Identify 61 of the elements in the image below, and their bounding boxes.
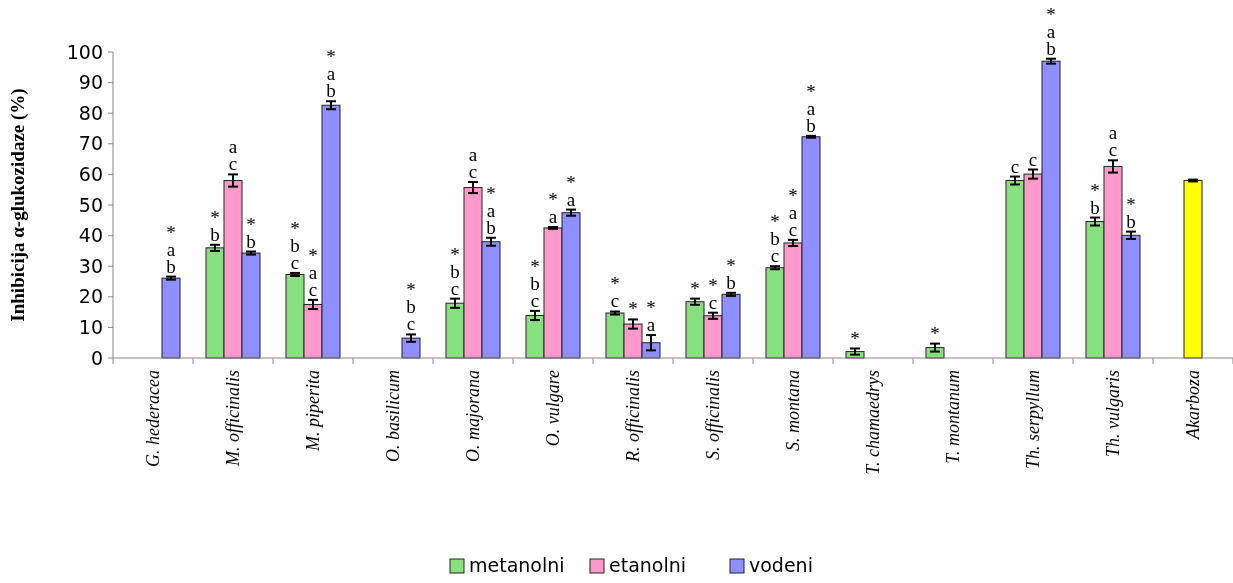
- x-tick-label: S. montana: [783, 370, 803, 451]
- data-label: * a b: [326, 46, 336, 102]
- data-label: * a: [548, 189, 558, 228]
- y-axis-title: Inhibicija α-glukozidaze (%): [7, 88, 29, 322]
- y-tick-label: 90: [78, 71, 103, 94]
- data-label: c: [1010, 155, 1020, 177]
- x-tick-label: Th. serpyllum: [1023, 370, 1043, 469]
- data-label: * b c: [530, 255, 540, 311]
- y-tick-label: 40: [78, 224, 103, 247]
- data-label: * b c: [450, 243, 460, 299]
- data-label: * a c: [308, 244, 318, 300]
- x-tick-label: T. montanum: [943, 370, 963, 464]
- data-label: * b c: [406, 279, 416, 335]
- y-tick-label: 0: [90, 346, 103, 369]
- data-label: a c: [228, 136, 238, 175]
- x-tick-label: M. officinalis: [223, 370, 243, 467]
- data-label: a c: [468, 144, 478, 183]
- y-tick-label: 30: [78, 254, 103, 277]
- x-tick-label: S. officinalis: [703, 370, 723, 460]
- legend-label: vodeni: [749, 554, 813, 576]
- data-label: * a b: [166, 221, 176, 277]
- y-tick-label: 80: [78, 101, 103, 124]
- data-label: * b: [246, 213, 256, 252]
- data-label: * b: [1126, 193, 1136, 232]
- data-label: *: [628, 298, 638, 320]
- data-label: c: [1028, 148, 1038, 170]
- data-label: * a b: [486, 182, 496, 238]
- data-label: * a c: [788, 184, 798, 240]
- legend-label: metanolni: [469, 554, 565, 576]
- data-label: *: [690, 277, 700, 299]
- data-label: * c: [610, 273, 620, 312]
- x-tick-label: O. majorana: [463, 370, 483, 463]
- y-tick-label: 100: [66, 40, 103, 63]
- y-tick-label: 70: [78, 132, 103, 155]
- data-label: * b c: [290, 217, 300, 273]
- legend-label: etanolni: [609, 554, 687, 576]
- bar: [161, 277, 181, 359]
- x-tick-label: M. piperita: [303, 370, 323, 452]
- x-tick-label: O. basilicum: [383, 370, 403, 462]
- bar: [401, 337, 421, 359]
- bar: [1183, 180, 1203, 359]
- x-tick-label: G. hederacea: [143, 370, 163, 467]
- y-tick-label: 50: [78, 193, 103, 216]
- y-tick-label: 20: [78, 285, 103, 308]
- data-label: * a b: [1046, 3, 1056, 59]
- data-label: * a: [646, 297, 656, 336]
- data-label: *: [930, 322, 940, 344]
- y-tick-label: 60: [78, 163, 103, 186]
- data-label: * b: [1090, 179, 1100, 218]
- data-label: a c: [1108, 122, 1118, 161]
- data-label: * a b: [806, 80, 816, 136]
- x-tick-label: O. vulgare: [543, 370, 563, 447]
- x-tick-label: Th. vulgaris: [1103, 370, 1123, 458]
- x-tick-label: T. chamaedrys: [863, 370, 883, 475]
- x-tick-label: Akarboza: [1183, 370, 1203, 440]
- data-label: *: [850, 327, 860, 349]
- data-label: * b: [210, 206, 220, 245]
- data-label: * c: [708, 274, 718, 313]
- y-tick-label: 10: [78, 316, 103, 339]
- x-tick-label: R. officinalis: [623, 370, 643, 463]
- data-label: * b c: [770, 211, 780, 267]
